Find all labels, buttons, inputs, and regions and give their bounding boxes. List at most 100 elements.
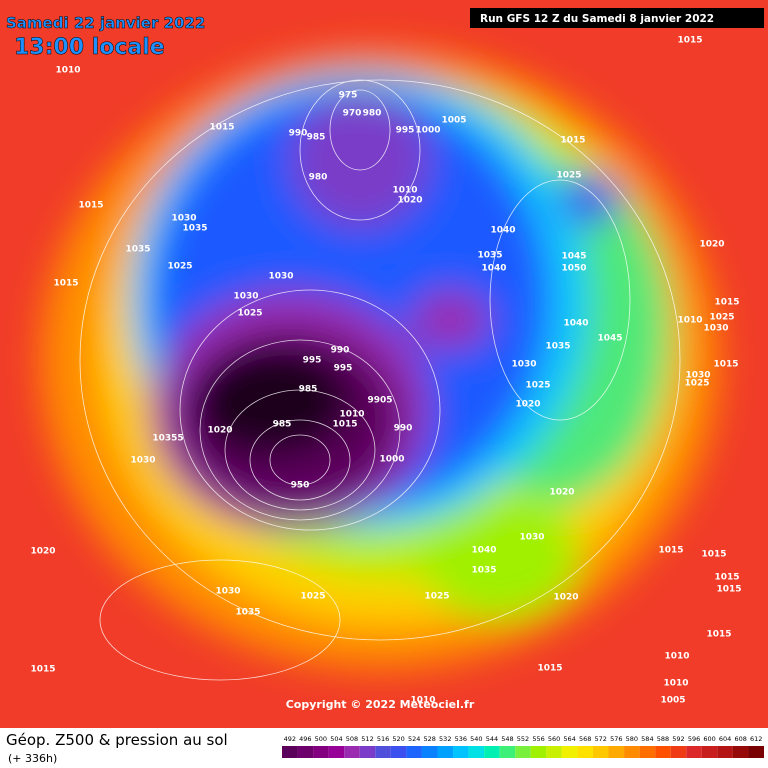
isobar-label: 9905 <box>367 396 392 406</box>
legend-label: 580 <box>626 735 638 743</box>
legend-swatch <box>282 746 298 758</box>
legend-swatch <box>624 746 640 758</box>
isobar-label: 990 <box>289 129 308 139</box>
legend-swatch <box>313 746 329 758</box>
isobar-label: 1020 <box>207 426 232 436</box>
isobar-label: 1025 <box>684 379 709 389</box>
isobar-label: 1010 <box>55 66 80 76</box>
legend-swatch <box>344 746 360 758</box>
isobar-label: 1050 <box>561 264 586 274</box>
isobar-label: 1010 <box>664 652 689 662</box>
legend-label: 524 <box>408 735 420 743</box>
legend-label: 568 <box>579 735 591 743</box>
isobar-label: 1030 <box>519 533 544 543</box>
isobar-label: 1035 <box>125 245 150 255</box>
isobar-label: 1020 <box>549 488 574 498</box>
isobar-label: 1025 <box>709 313 734 323</box>
legend-swatch <box>608 746 625 758</box>
isobar-label: 1030 <box>268 272 293 282</box>
isobar-label: 1015 <box>701 550 726 560</box>
footer-title: Géop. Z500 & pression au sol <box>6 731 228 749</box>
isobar-label: 1025 <box>424 592 449 602</box>
isobar-label: 1010 <box>663 679 688 689</box>
isobar-label: 985 <box>273 420 292 430</box>
isobar-label: 950 <box>291 481 310 491</box>
isobar-label: 1020 <box>515 400 540 410</box>
isobar-label: 1045 <box>561 252 586 262</box>
legend-label: 544 <box>486 735 498 743</box>
isobar-label: 1005 <box>660 696 685 706</box>
isobar-label: 1035 <box>235 608 260 618</box>
legend-swatch <box>655 746 671 758</box>
isobar-label: 1015 <box>677 36 702 46</box>
legend-swatch <box>732 746 749 758</box>
valid-time: 13:00 locale <box>14 35 165 60</box>
legend-label: 492 <box>284 735 296 743</box>
isobar-label: 1015 <box>78 201 103 211</box>
legend-swatch <box>499 746 516 758</box>
isobar-label: 1035 <box>471 566 496 576</box>
isobar-label: 1015 <box>332 420 357 430</box>
isobar-label: 1015 <box>714 573 739 583</box>
isobar-label: 1010 <box>410 696 435 706</box>
legend-label: 536 <box>455 735 467 743</box>
isobar-label: 1020 <box>397 196 422 206</box>
legend-label: 576 <box>610 735 622 743</box>
isobar-label: 1000 <box>415 126 440 136</box>
isobar-label: 1025 <box>237 309 262 319</box>
legend-swatch <box>546 746 562 758</box>
copyright: Copyright © 2022 Meteociel.fr <box>286 698 475 711</box>
legend-label: 540 <box>470 735 482 743</box>
isobar-label: 980 <box>363 109 382 119</box>
legend-swatch <box>437 746 454 758</box>
isobar-label: 1020 <box>30 547 55 557</box>
isobar-label: 1015 <box>658 546 683 556</box>
legend-swatch <box>515 746 531 758</box>
legend-swatch <box>577 746 593 758</box>
legend-label: 512 <box>361 735 373 743</box>
legend-label: 564 <box>563 735 575 743</box>
legend-label: 516 <box>377 735 389 743</box>
isobar-label: 1020 <box>699 240 724 250</box>
isobar-label: 980 <box>309 173 328 183</box>
legend-label: 612 <box>750 735 762 743</box>
legend-swatch <box>686 746 702 758</box>
isobar-label: 1015 <box>716 585 741 595</box>
legend-label: 600 <box>703 735 715 743</box>
isobar-label: 990 <box>331 346 350 356</box>
legend-label: 596 <box>688 735 700 743</box>
legend-swatch <box>390 746 407 758</box>
run-label: Run GFS 12 Z du Samedi 8 janvier 2022 <box>480 13 714 25</box>
legend-swatch <box>530 746 547 758</box>
isobar-label: 1030 <box>171 214 196 224</box>
geopotential-field <box>0 0 768 728</box>
isobar-label: 1025 <box>167 262 192 272</box>
legend-label: 604 <box>719 735 731 743</box>
legend-swatch <box>421 746 438 758</box>
isobar-label: 1035 <box>477 251 502 261</box>
isobar-label: 1000 <box>379 455 404 465</box>
isobar-label: 1040 <box>563 319 588 329</box>
isobar-label: 1015 <box>30 665 55 675</box>
isobar-label: 1040 <box>490 226 515 236</box>
legend-swatch <box>748 746 764 758</box>
isobar-label: 1005 <box>441 116 466 126</box>
isobar-label: 1025 <box>525 381 550 391</box>
legend-label: 548 <box>501 735 513 743</box>
isobar-label: 1030 <box>703 324 728 334</box>
legend-label: 584 <box>641 735 653 743</box>
isobar-label: 1030 <box>233 292 258 302</box>
legend-label: 508 <box>346 735 358 743</box>
legend-swatch <box>375 746 391 758</box>
isobar-label: 1010 <box>392 186 417 196</box>
valid-date: Samedi 22 janvier 2022 <box>6 14 205 32</box>
isobar-label: 1045 <box>597 334 622 344</box>
isobar-label: 970 <box>343 109 362 119</box>
legend-swatch <box>468 746 485 758</box>
legend-swatch <box>328 746 345 758</box>
isobar-label: 1015 <box>714 298 739 308</box>
isobar-label: 1015 <box>706 630 731 640</box>
isobar-label: 985 <box>299 385 318 395</box>
